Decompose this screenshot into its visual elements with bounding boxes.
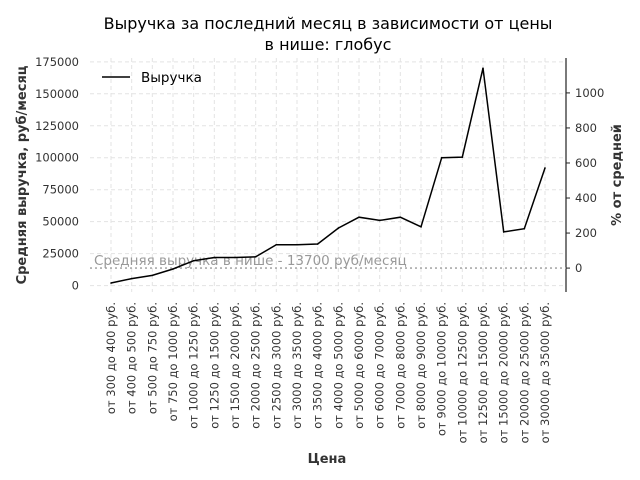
data-point-4 <box>192 259 195 262</box>
data-point-14 <box>399 216 402 218</box>
y-tick-label-1: 25000 <box>42 247 79 261</box>
x-tick-label-14: от 7000 до 8000 руб. <box>393 302 407 429</box>
y2-axis-label: % от средней <box>610 124 625 226</box>
y2-tick-label-0: 0 <box>575 261 582 275</box>
data-point-20 <box>523 227 526 230</box>
average-annotation: Средняя выручка в нише - 13700 руб/месяц <box>94 253 407 269</box>
x-tick-label-2: от 500 до 750 руб. <box>145 302 159 414</box>
legend: Выручка <box>102 70 202 86</box>
data-point-13 <box>378 219 381 222</box>
data-point-12 <box>358 216 360 218</box>
y2-tick-label-4: 800 <box>575 121 597 135</box>
x-tick-label-20: от 20000 до 25000 руб. <box>517 302 531 443</box>
x-tick-label-9: от 3000 до 3500 руб. <box>290 302 304 429</box>
x-tick-label-16: от 9000 до 10000 руб. <box>435 302 449 436</box>
y-axis-label: Средняя выручка, руб/месяц <box>15 65 30 284</box>
chart-title-line-1: Выручка за последний месяц в зависимости… <box>104 14 553 33</box>
data-point-17 <box>461 156 464 158</box>
x-axis-ticks: от 300 до 400 руб. от 400 до 500 руб. от 5… <box>104 302 552 443</box>
data-point-8 <box>275 243 278 246</box>
data-point-2 <box>151 274 154 277</box>
series-line-revenue <box>110 68 546 284</box>
y2-tick-label-1: 200 <box>575 226 597 240</box>
series-points <box>110 67 546 284</box>
y-tick-label-2: 50000 <box>42 215 79 229</box>
y-tick-label-0: 0 <box>72 279 79 293</box>
x-tick-label-15: от 8000 до 9000 руб. <box>414 302 428 429</box>
y2-tick-label-2: 400 <box>575 191 597 205</box>
data-point-16 <box>440 156 443 159</box>
x-tick-label-11: от 4000 до 5000 руб. <box>331 302 345 429</box>
data-point-5 <box>213 256 216 259</box>
chart-title-line-2: в нише: глобус <box>265 35 392 54</box>
data-point-15 <box>420 225 422 228</box>
x-tick-label-7: от 2000 до 2500 руб. <box>249 302 263 429</box>
x-tick-label-21: от 30000 до 35000 руб. <box>538 302 552 443</box>
y-tick-label-4: 100000 <box>35 151 79 165</box>
data-point-11 <box>337 227 340 229</box>
data-point-21 <box>544 167 546 169</box>
data-point-19 <box>502 231 505 233</box>
x-tick-label-17: от 10000 до 12500 руб. <box>455 302 469 443</box>
y2-axis-ticks: 0 200 400 600 800 1000 <box>566 86 604 275</box>
x-tick-label-0: от 300 до 400 руб. <box>104 302 118 414</box>
x-axis-label: Цена <box>308 452 347 467</box>
data-point-18 <box>482 67 484 70</box>
legend-label: Выручка <box>141 70 202 86</box>
x-tick-label-5: от 1250 до 1500 руб. <box>207 302 221 429</box>
data-point-3 <box>172 268 174 270</box>
grid-lines <box>90 58 566 292</box>
y2-tick-label-5: 1000 <box>575 86 604 100</box>
x-tick-label-3: от 750 до 1000 руб. <box>166 302 180 421</box>
y-tick-label-3: 75000 <box>42 183 79 197</box>
x-tick-label-1: от 400 до 500 руб. <box>125 302 139 414</box>
data-point-9 <box>296 243 298 246</box>
x-tick-label-6: от 1500 до 2000 руб. <box>228 302 242 429</box>
x-tick-label-13: от 6000 до 7000 руб. <box>373 302 387 429</box>
chart-title: Выручка за последний месяц в зависимости… <box>104 14 553 54</box>
data-point-10 <box>316 243 319 245</box>
x-tick-label-19: от 15000 до 20000 руб. <box>497 302 511 443</box>
data-point-7 <box>254 256 257 258</box>
x-tick-label-18: от 12500 до 15000 руб. <box>476 302 490 443</box>
x-tick-label-12: от 5000 до 6000 руб. <box>352 302 366 429</box>
y-axis-ticks: 0 25000 50000 75000 100000 125000 150000 175000 <box>35 55 79 293</box>
x-tick-label-4: от 1000 до 1250 руб. <box>187 302 201 429</box>
data-point-1 <box>130 277 133 280</box>
x-tick-label-10: от 3500 до 4000 руб. <box>311 302 325 429</box>
y-tick-label-6: 150000 <box>35 87 79 101</box>
x-tick-label-8: от 2500 до 3000 руб. <box>269 302 283 429</box>
y2-tick-label-3: 600 <box>575 156 597 170</box>
y-tick-label-7: 175000 <box>35 55 79 69</box>
data-point-0 <box>110 282 112 284</box>
y-tick-label-5: 125000 <box>35 119 79 133</box>
data-point-6 <box>234 256 236 259</box>
